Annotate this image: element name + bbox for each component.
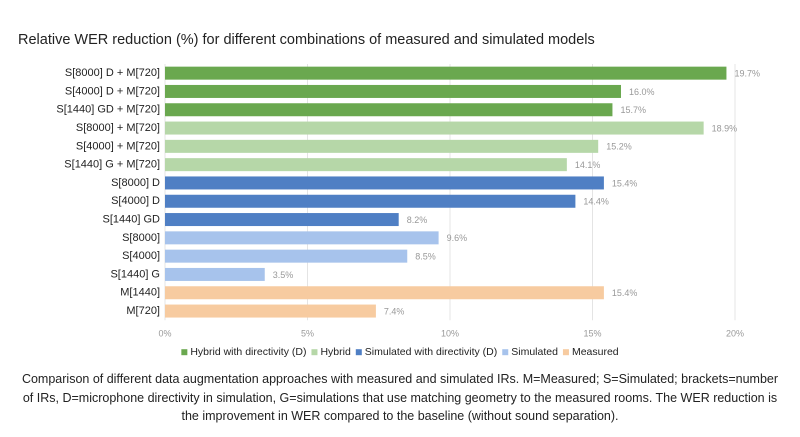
y-tick-label: S[8000]: [122, 232, 160, 244]
value-label: 7.4%: [384, 306, 405, 316]
y-tick-label: S[1440] GD + M[720]: [56, 104, 160, 116]
bar: [165, 66, 727, 80]
value-label: 14.4%: [583, 197, 609, 207]
legend-marker: [355, 349, 362, 356]
bar: [165, 84, 621, 98]
legend-marker: [181, 349, 188, 356]
bar: [165, 176, 604, 190]
y-tick-label: S[1440] GD: [103, 213, 161, 225]
value-label: 8.2%: [407, 215, 428, 225]
legend-label: Hybrid: [320, 346, 351, 358]
y-tick-label: S[4000] + M[720]: [76, 140, 160, 152]
legend-label: Hybrid with directivity (D): [190, 346, 306, 358]
x-tick-label: 0%: [158, 329, 171, 339]
bar: [165, 103, 613, 117]
value-label: 15.4%: [612, 288, 638, 298]
y-tick-label: M[1440]: [120, 287, 160, 299]
bar: [165, 267, 265, 281]
value-label: 3.5%: [273, 270, 294, 280]
bar: [165, 158, 567, 172]
y-tick-label: S[8000] D: [111, 177, 160, 189]
bar: [165, 194, 576, 208]
y-tick-label: S[8000] D + M[720]: [65, 67, 160, 79]
y-tick-label: S[4000] D + M[720]: [65, 85, 160, 97]
bar: [165, 249, 408, 263]
legend-marker: [311, 349, 318, 356]
value-label: 14.1%: [575, 160, 601, 170]
legend-marker: [562, 349, 569, 356]
x-tick-label: 10%: [441, 329, 459, 339]
x-tick-label: 15%: [583, 329, 601, 339]
legend-marker: [502, 349, 509, 356]
bar: [165, 231, 439, 245]
x-tick-label: 5%: [301, 329, 314, 339]
y-tick-label: S[1440] G + M[720]: [64, 159, 160, 171]
chart-title: Relative WER reduction (%) for different…: [18, 32, 595, 48]
y-tick-label: S[1440] G: [110, 268, 160, 280]
chart: Relative WER reduction (%) for different…: [18, 32, 760, 358]
bar: [165, 286, 604, 300]
bar: [165, 121, 704, 135]
x-tick-label: 20%: [726, 329, 744, 339]
y-tick-label: S[8000] + M[720]: [76, 122, 160, 134]
bar: [165, 304, 376, 318]
bar: [165, 139, 599, 153]
value-label: 8.5%: [415, 252, 436, 262]
y-tick-label: S[4000]: [122, 250, 160, 262]
value-label: 18.9%: [712, 123, 738, 133]
value-label: 19.7%: [734, 69, 760, 79]
legend-label: Simulated: [511, 346, 558, 358]
bar: [165, 213, 399, 227]
value-label: 9.6%: [447, 233, 468, 243]
legend-label: Simulated with directivity (D): [365, 346, 497, 358]
legend-label: Measured: [572, 346, 619, 358]
caption: Comparison of different data augmentatio…: [21, 372, 779, 423]
y-tick-label: S[4000] D: [111, 195, 160, 207]
value-label: 15.2%: [606, 142, 632, 152]
value-label: 15.4%: [612, 178, 638, 188]
y-tick-label: M[720]: [126, 305, 160, 317]
value-label: 16.0%: [629, 87, 655, 97]
value-label: 15.7%: [620, 105, 646, 115]
